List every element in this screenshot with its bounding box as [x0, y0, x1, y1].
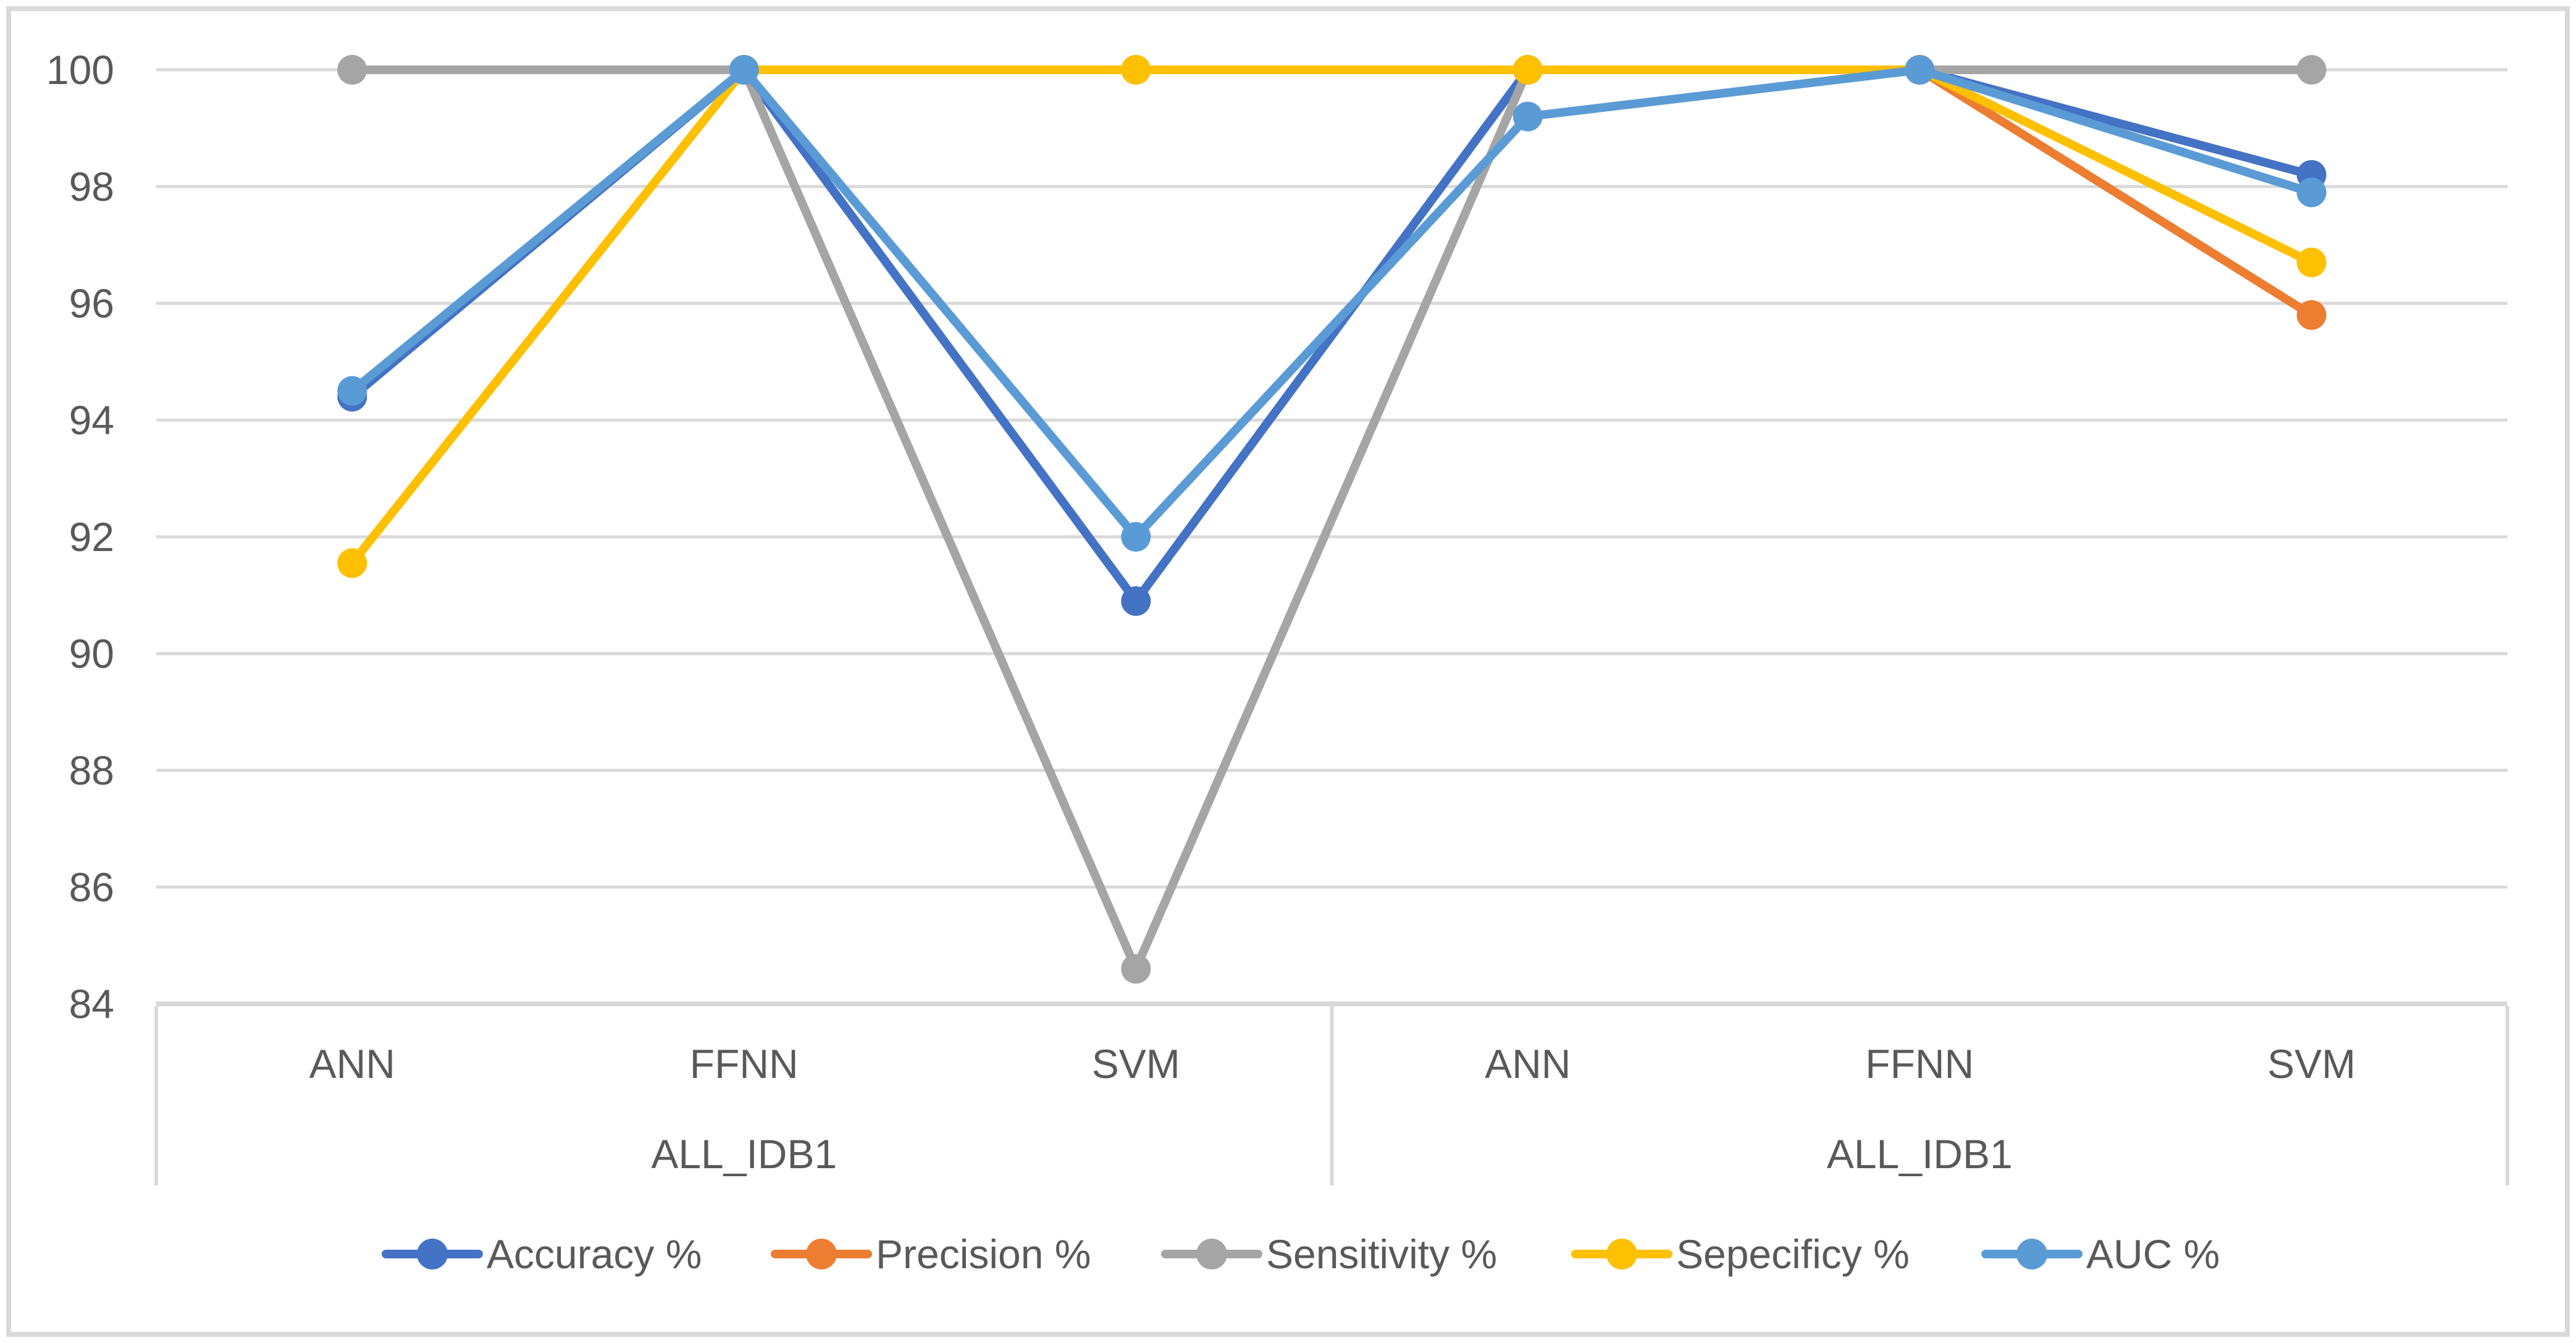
data-point-marker-precision	[2296, 300, 2326, 330]
y-tick-label: 90	[69, 631, 114, 676]
y-tick-label: 86	[69, 864, 114, 910]
legend-label: Sensitivity %	[1266, 1231, 1497, 1277]
y-tick-label: 96	[69, 280, 114, 326]
legend-marker-swatch	[2016, 1239, 2047, 1269]
data-point-marker-auc	[1512, 101, 1543, 132]
legend-marker-swatch	[417, 1239, 448, 1269]
category-label: SVM	[1092, 1041, 1180, 1087]
y-tick-label: 94	[69, 397, 114, 443]
data-point-marker-auc	[337, 376, 367, 406]
y-tick-label: 92	[69, 514, 114, 560]
legend-label: AUC %	[2086, 1231, 2220, 1277]
data-point-marker-sensitivity	[1121, 954, 1151, 984]
series-line-auc	[348, 65, 2316, 541]
series-line-sensitivity	[348, 65, 2316, 974]
data-point-marker-auc	[1121, 522, 1151, 552]
data-point-marker-sepecificy	[2296, 247, 2326, 277]
data-point-marker-sepecificy	[1512, 55, 1543, 85]
y-tick-label: 100	[46, 47, 114, 93]
legend-label: Precision %	[876, 1231, 1091, 1277]
legend-label: Sepecificy %	[1676, 1231, 1910, 1277]
data-point-marker-auc	[2296, 177, 2326, 208]
chart-frame	[6, 6, 2570, 1337]
group-label: ALL_IDB1	[651, 1131, 837, 1177]
series-line-sepecificy	[348, 65, 2316, 568]
legend-marker-swatch	[1196, 1239, 1227, 1269]
group-label: ALL_IDB1	[1827, 1131, 2013, 1177]
category-label: FFNN	[690, 1041, 799, 1087]
category-label: ANN	[1485, 1041, 1571, 1087]
y-tick-label: 88	[69, 747, 114, 793]
data-point-marker-auc	[1905, 55, 1935, 85]
data-point-marker-accuracy	[1121, 586, 1151, 616]
legend-label: Accuracy %	[487, 1231, 702, 1277]
data-point-marker-sepecificy	[337, 548, 367, 578]
category-label: FFNN	[1865, 1041, 1974, 1087]
data-point-marker-sensitivity	[2296, 55, 2326, 85]
legend-marker-swatch	[1606, 1239, 1637, 1269]
data-point-marker-auc	[729, 55, 759, 85]
category-label: SVM	[2267, 1041, 2356, 1087]
data-point-marker-sepecificy	[1121, 55, 1151, 85]
legend-marker-swatch	[806, 1239, 837, 1269]
y-tick-label: 98	[69, 164, 114, 209]
y-tick-label: 84	[69, 981, 114, 1027]
data-point-marker-sensitivity	[337, 55, 367, 85]
category-label: ANN	[309, 1041, 395, 1087]
